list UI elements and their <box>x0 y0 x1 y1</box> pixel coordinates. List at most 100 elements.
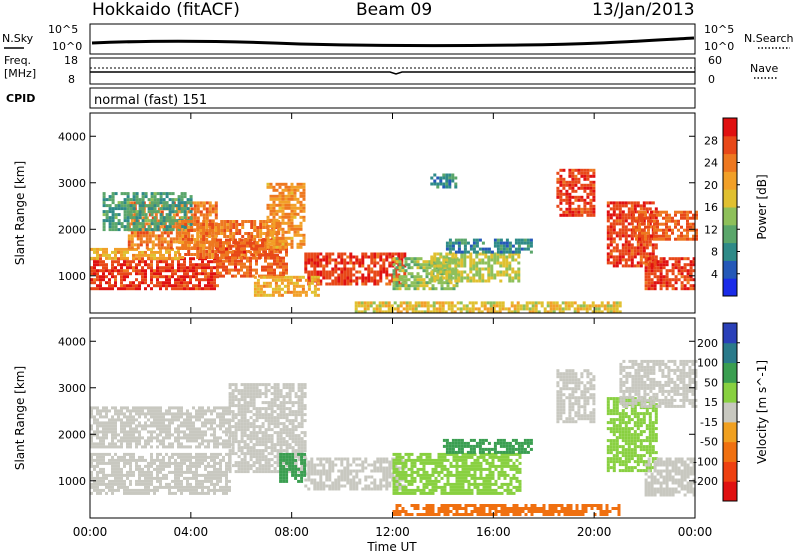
velocity-cell <box>111 461 114 465</box>
power-cell <box>266 245 270 249</box>
power-cell <box>361 276 365 280</box>
power-cell <box>462 304 466 308</box>
power-cell <box>287 197 291 201</box>
velocity-cell <box>126 415 129 419</box>
velocity-cell <box>111 439 114 443</box>
power-cell <box>430 273 434 277</box>
velocity-cell <box>174 485 177 489</box>
power-cell <box>187 250 191 253</box>
velocity-cell <box>216 473 219 477</box>
power-cell <box>310 281 314 285</box>
power-cell <box>689 228 692 232</box>
velocity-cell <box>165 427 168 431</box>
velocity-cell <box>225 430 228 434</box>
velocity-cell <box>222 439 225 443</box>
power-cell <box>205 234 209 238</box>
power-cell <box>243 244 246 248</box>
power-cell <box>480 304 484 308</box>
power-cell <box>225 271 228 275</box>
power-cell <box>490 273 494 277</box>
power-cell <box>410 284 414 288</box>
velocity-cell <box>231 395 235 399</box>
power-cell <box>202 253 206 256</box>
power-cell <box>343 282 347 286</box>
power-cell <box>568 207 572 211</box>
power-cell <box>460 238 464 242</box>
velocity-cell <box>174 439 177 443</box>
velocity-cell <box>249 404 253 408</box>
power-cell <box>680 225 683 229</box>
power-cell <box>445 244 449 248</box>
power-cell <box>190 220 194 223</box>
velocity-cell <box>111 436 114 440</box>
power-cell <box>211 207 215 211</box>
power-cell <box>102 198 106 202</box>
power-cell <box>138 207 142 211</box>
velocity-cell <box>249 398 253 402</box>
power-cell <box>126 250 129 254</box>
velocity-cell <box>111 421 114 425</box>
power-cell <box>168 204 172 208</box>
power-cell <box>445 176 449 180</box>
power-cell <box>680 210 683 214</box>
power-cell <box>571 180 575 184</box>
power-cell <box>285 265 288 269</box>
power-cell <box>171 272 174 276</box>
power-cell <box>272 194 276 198</box>
velocity-cell <box>201 421 204 425</box>
power-cell <box>290 197 294 201</box>
power-cell <box>275 182 279 186</box>
power-cell <box>689 263 693 267</box>
power-cell <box>129 228 133 232</box>
power-cell <box>636 240 640 244</box>
power-cell <box>219 238 222 242</box>
power-cell <box>126 272 129 276</box>
velocity-cell <box>105 424 108 428</box>
velocity-cell <box>240 407 244 411</box>
power-cell <box>174 272 177 276</box>
power-cell <box>656 210 659 214</box>
velocity-cell <box>93 488 96 492</box>
velocity-cell <box>201 452 204 456</box>
velocity-cell <box>117 464 120 468</box>
power-cell <box>135 201 139 205</box>
power-cell <box>139 237 143 241</box>
velocity-cell <box>150 455 153 459</box>
velocity-cell <box>222 415 225 419</box>
power-cell <box>435 307 439 311</box>
velocity-cell <box>144 476 147 480</box>
power-cell <box>208 247 212 250</box>
velocity-cell <box>198 485 201 489</box>
power-cell <box>360 304 364 308</box>
power-cell <box>189 287 192 291</box>
power-cell <box>165 269 168 273</box>
power-cell <box>416 257 420 261</box>
power-cell <box>299 206 303 210</box>
velocity-cell <box>258 392 262 396</box>
velocity-cell <box>252 395 256 399</box>
velocity-cell <box>171 418 174 422</box>
velocity-cell <box>135 439 138 443</box>
power-cell <box>144 269 147 273</box>
velocity-cell <box>249 434 253 438</box>
power-cell <box>677 228 680 232</box>
velocity-cell <box>189 461 192 465</box>
power-cell <box>171 256 174 260</box>
velocity-cell <box>120 406 123 410</box>
power-region <box>430 173 458 189</box>
power-cell <box>388 273 392 277</box>
power-cell <box>278 194 282 198</box>
power-cell <box>529 244 533 248</box>
velocity-cell <box>207 488 210 492</box>
power-cell <box>385 276 389 280</box>
velocity-cell <box>165 473 168 477</box>
velocity-cell <box>201 406 204 410</box>
power-cell <box>469 267 473 271</box>
power-cell <box>199 253 203 256</box>
power-cell <box>445 270 449 274</box>
power-cell <box>455 281 459 285</box>
power-cell <box>96 260 99 264</box>
power-cell <box>184 244 188 247</box>
velocity-cell <box>204 452 207 456</box>
power-cell <box>375 307 379 311</box>
